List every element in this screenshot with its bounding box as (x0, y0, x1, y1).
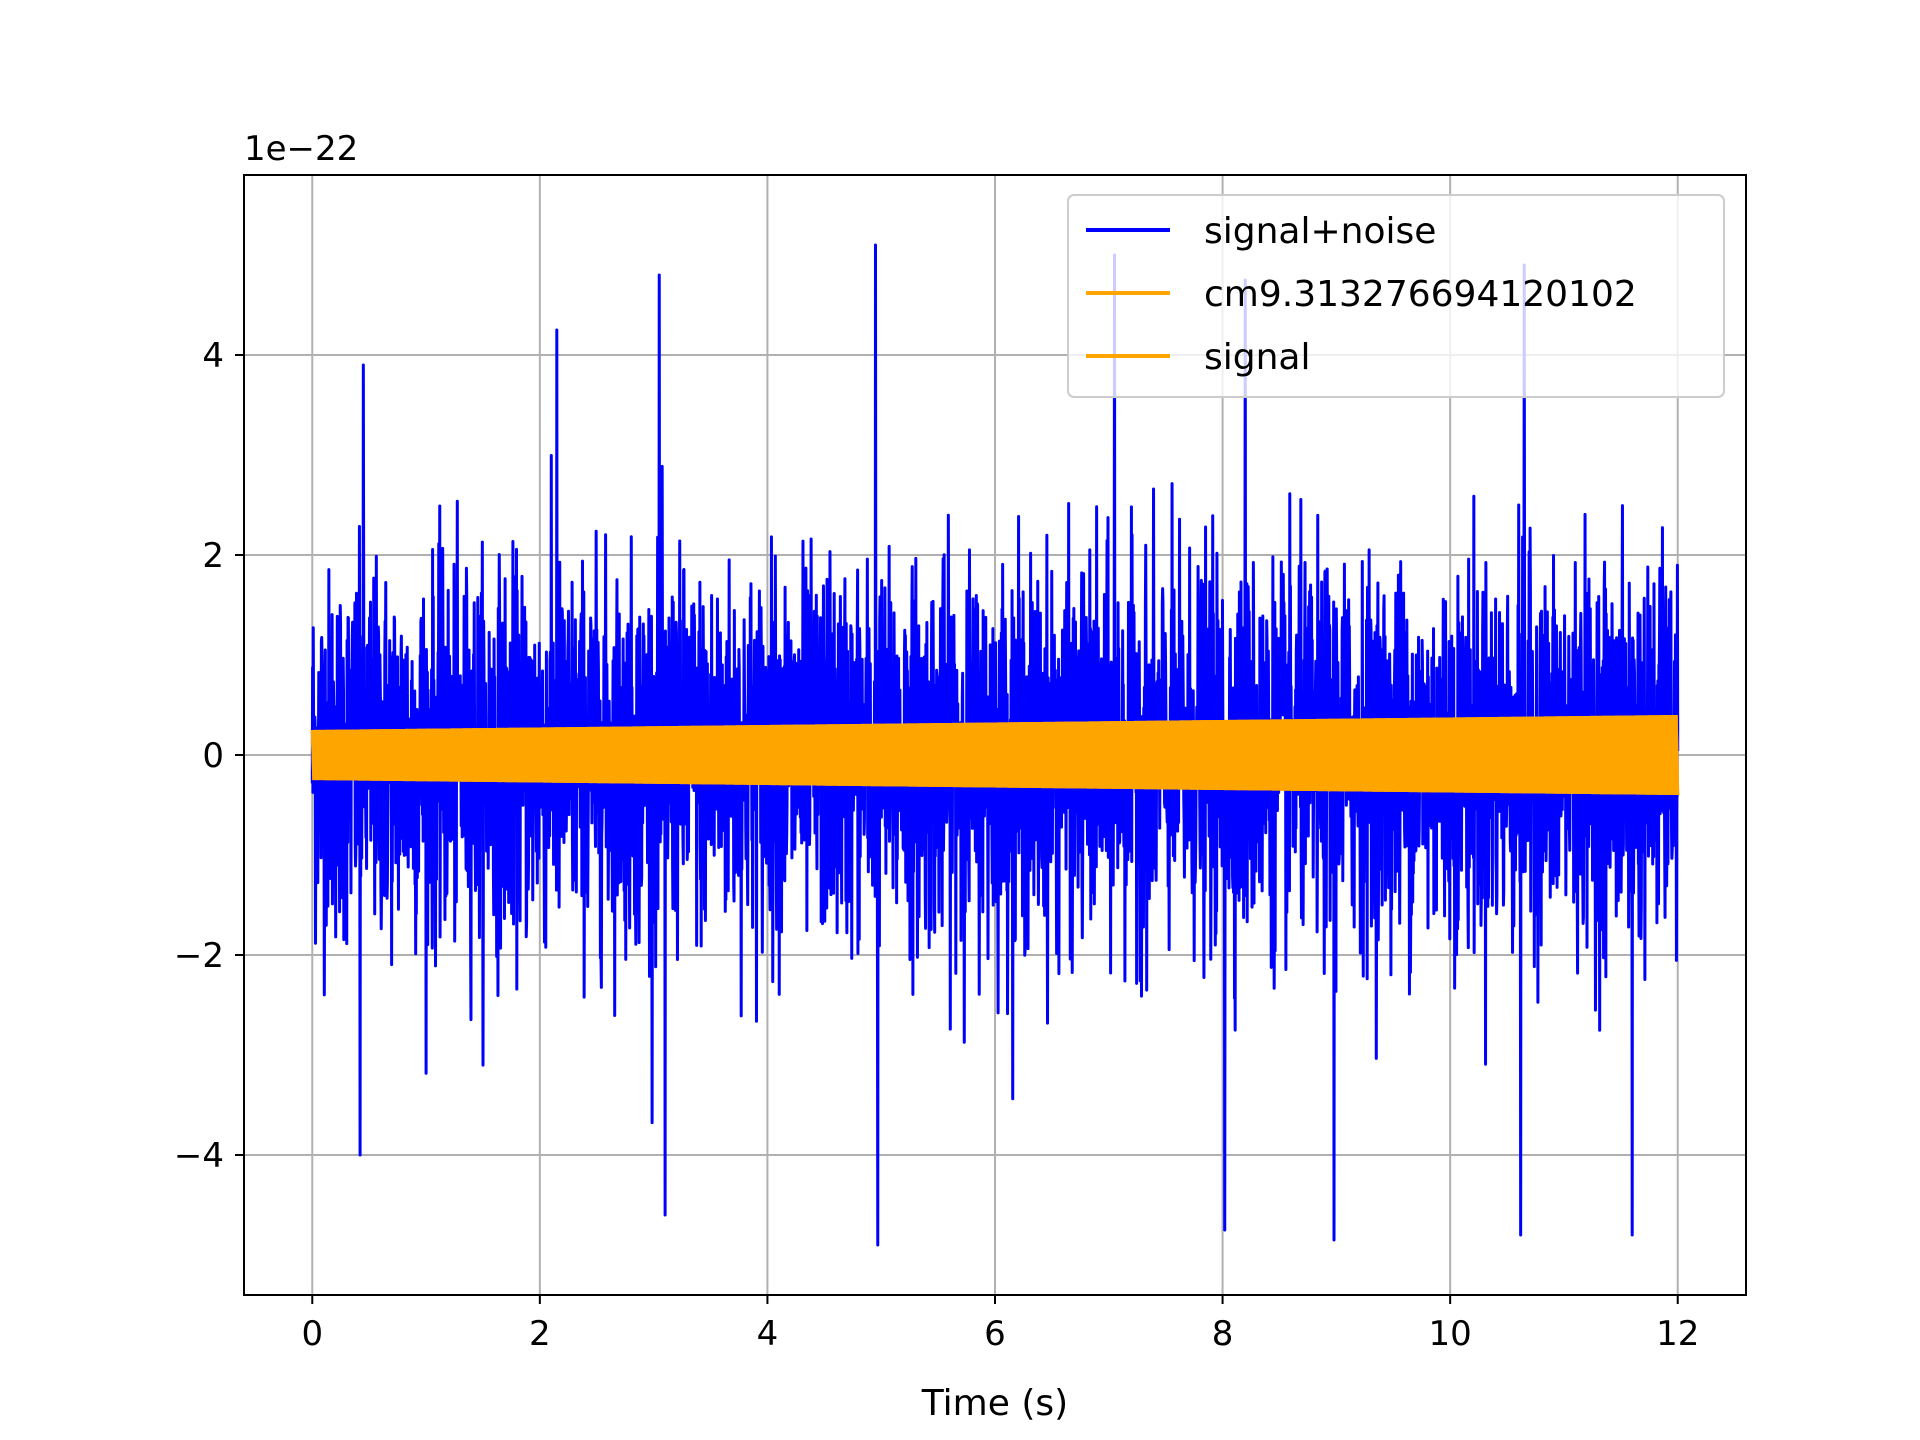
x-tick-label: 2 (529, 1314, 551, 1354)
legend-label-signal: signal (1204, 337, 1311, 378)
y-tick-label: 2 (202, 536, 224, 576)
legend-label-cm: cm9.313276694120102 (1204, 274, 1637, 315)
x-tick-label: 10 (1429, 1314, 1472, 1354)
x-tick-label: 12 (1656, 1314, 1699, 1354)
axis-ticks: 0 2 4 6 8 10 12 −4 −2 0 2 4 (174, 336, 1699, 1354)
y-tick-label: 0 (202, 736, 224, 776)
y-offset-label: 1e−22 (244, 129, 358, 169)
x-tick-label: 0 (301, 1314, 323, 1354)
x-axis-label: Time (s) (921, 1383, 1068, 1424)
x-tick-label: 4 (757, 1314, 779, 1354)
x-tick-label: 6 (984, 1314, 1006, 1354)
legend-label-signal-noise: signal+noise (1204, 211, 1436, 252)
x-tick-label: 8 (1212, 1314, 1234, 1354)
plot-series (310, 243, 1680, 1247)
y-tick-label: −2 (174, 936, 224, 976)
series-line-signal (310, 714, 1680, 796)
y-tick-label: −4 (174, 1136, 224, 1176)
y-tick-label: 4 (202, 336, 224, 376)
legend: signal+noise cm9.313276694120102 signal (1067, 194, 1725, 398)
legend-box (1067, 194, 1725, 398)
